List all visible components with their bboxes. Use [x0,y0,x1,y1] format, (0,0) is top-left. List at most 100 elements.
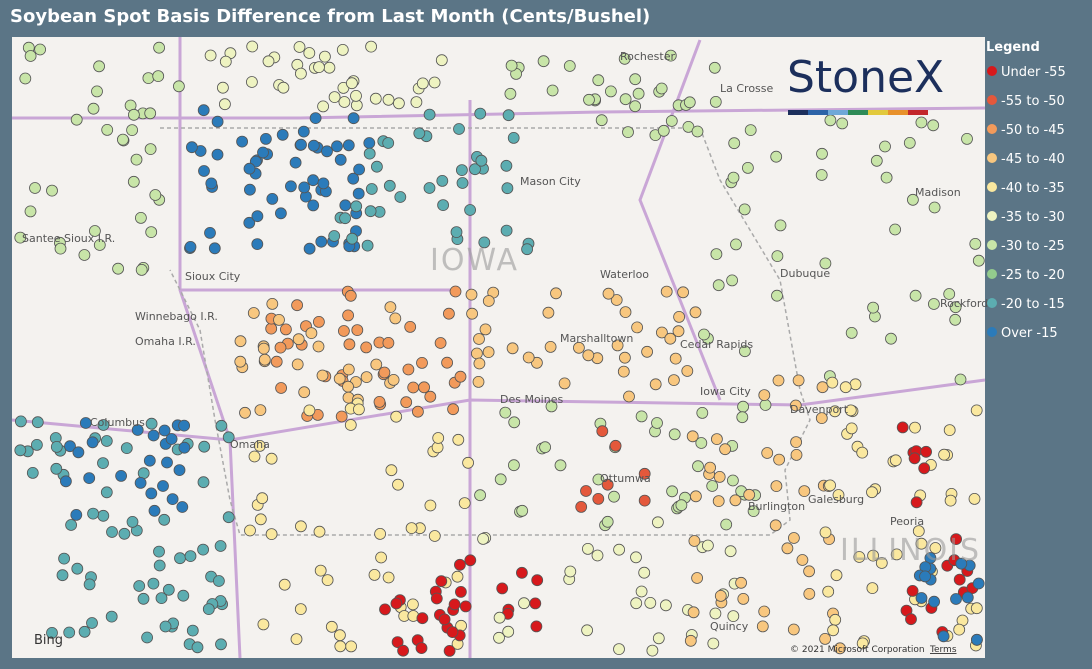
map-point [638,467,651,480]
map-point [464,204,477,216]
map-point [618,52,631,65]
map-point [896,421,909,434]
map-point [339,212,352,225]
place-label: Omaha [230,438,270,451]
map-point [728,137,741,150]
map-point [622,126,634,139]
map-point [595,114,608,127]
map-point [815,169,828,181]
map-point [353,163,366,176]
map-point [378,366,391,379]
map-point [93,60,105,73]
legend-swatch [987,327,997,337]
map-point [448,598,461,611]
map-point [141,631,154,644]
map-point [651,417,663,429]
map-point [727,171,740,184]
map-point [870,154,883,167]
map-point [50,462,63,475]
map-point [379,603,391,616]
map-point [494,473,507,486]
map-point [544,340,557,353]
map-point [657,124,670,137]
map-point [360,371,373,384]
map-point [321,145,333,158]
map-point [385,464,398,477]
map-point [507,131,520,144]
map-point [505,59,518,72]
map-point [720,518,733,531]
map-point [243,162,256,175]
map-point [953,623,966,636]
map-point [845,422,858,435]
map-point [404,320,417,333]
map-point [273,313,285,326]
map-point [564,565,577,578]
map-point [542,306,555,319]
map-point [719,443,731,456]
map-background [12,37,985,658]
map-point [563,60,576,72]
place-label: Davenport [790,403,849,416]
map-point [903,136,916,149]
map-point [582,349,595,362]
map-point [698,328,710,341]
map-point [19,72,32,85]
map-point [34,43,46,56]
map-point [292,333,305,346]
map-point [315,235,328,248]
map-point [343,338,356,351]
map-point [629,100,641,113]
map-point [382,571,395,584]
map-point [106,526,118,538]
map-point [632,87,645,100]
legend-label: Under -55 [1001,65,1066,80]
map-point [83,472,96,485]
map-point [688,535,701,547]
map-point [257,618,270,631]
map-point [955,557,968,570]
map-point [14,415,27,428]
map-point [506,342,519,355]
map-point [234,335,247,348]
place-label: Galesburg [808,493,864,506]
map-point [443,645,456,657]
terms-link[interactable]: Terms [929,645,957,655]
map-point [500,159,513,172]
legend-swatch [987,240,997,250]
map-point [336,44,349,56]
map-point [822,585,835,598]
map-point [655,82,668,95]
map-point [325,620,338,633]
map-point [787,623,800,636]
map-point [274,341,287,354]
map-point [313,61,325,73]
map-point [592,473,605,486]
map-point [798,485,811,498]
map-point [455,164,468,177]
map-point [474,107,487,120]
map-point [790,436,802,449]
map-point [684,634,697,647]
map-point [816,147,828,160]
map-point [770,150,783,163]
map-point [972,577,985,590]
map-point [711,433,723,446]
map-point [937,630,950,643]
map-point [389,312,402,325]
map-point [695,437,708,449]
map-point [692,460,704,473]
map-point [683,96,696,109]
map-point [944,494,957,507]
map-point [928,595,940,608]
map-point [666,485,678,498]
map-point [531,356,543,369]
map-point [186,624,199,637]
place-label: Quincy [710,620,749,633]
map-point [266,297,279,310]
map-point [531,574,544,587]
map-point [458,497,471,510]
map-point [185,141,198,154]
map-point [451,570,464,583]
